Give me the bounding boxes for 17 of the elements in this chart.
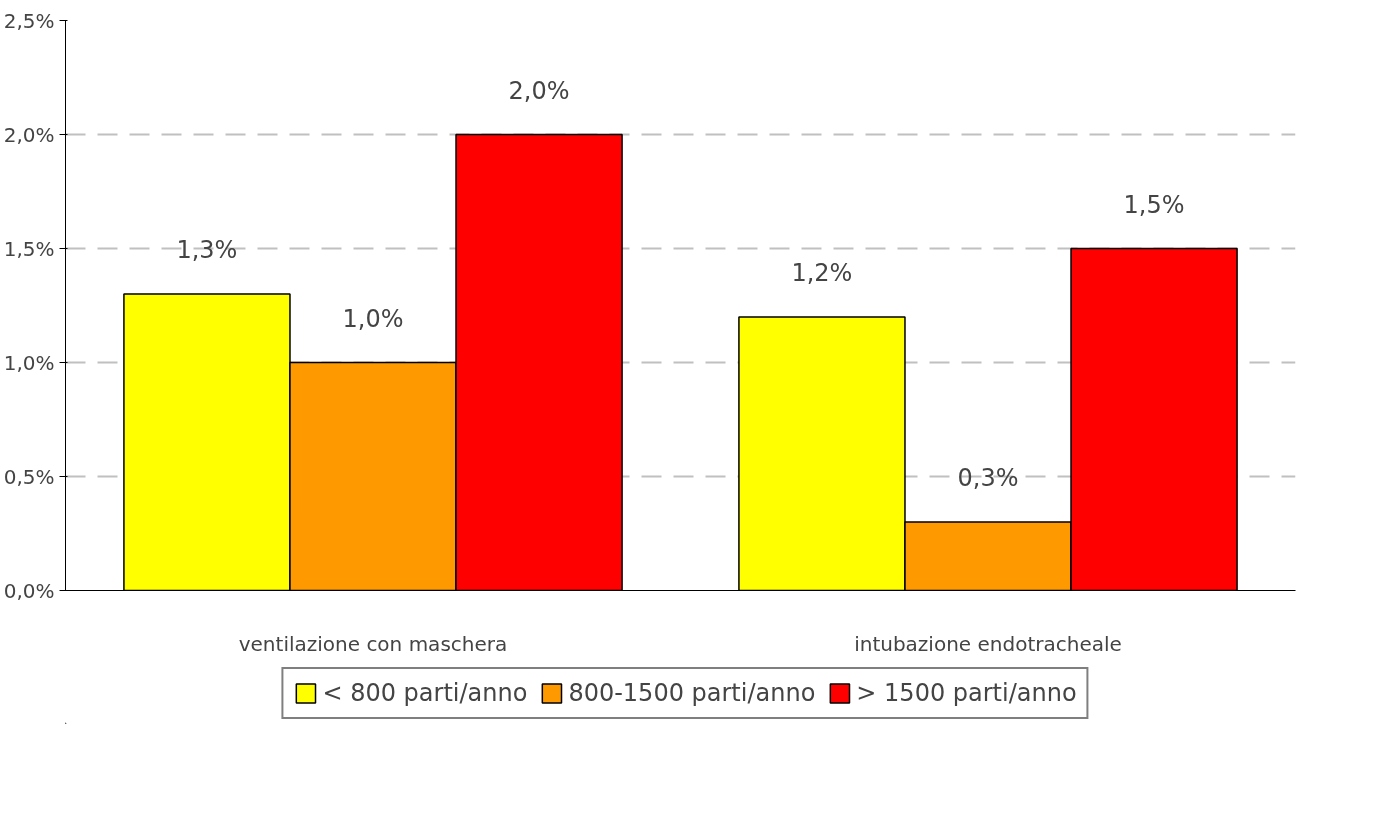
y-tick-label: 2,0% (3, 122, 55, 147)
y-tick-label: 2,5% (3, 8, 55, 33)
data-label: 1,5% (1123, 190, 1185, 219)
y-tick-label: 0,0% (3, 578, 55, 603)
data-label: 0,3% (957, 464, 1019, 493)
y-tick-label: 1,0% (3, 350, 55, 375)
data-label: 1,3% (176, 236, 238, 265)
data-label: 2,0% (508, 76, 570, 105)
x-tick-label: intubazione endotracheale (854, 631, 1122, 656)
y-tick-label: 1,5% (3, 236, 55, 261)
data-label: 1,0% (342, 304, 404, 333)
y-tick-label: 0,5% (3, 464, 55, 489)
legend-label: < 800 parti/anno (322, 679, 528, 707)
x-tick-label: ventilazione con maschera (238, 631, 508, 656)
legend-label: > 1500 parti/anno (856, 679, 1077, 707)
data-label: 1,2% (791, 258, 853, 287)
legend-label: 800-1500 parti/anno (568, 679, 816, 707)
